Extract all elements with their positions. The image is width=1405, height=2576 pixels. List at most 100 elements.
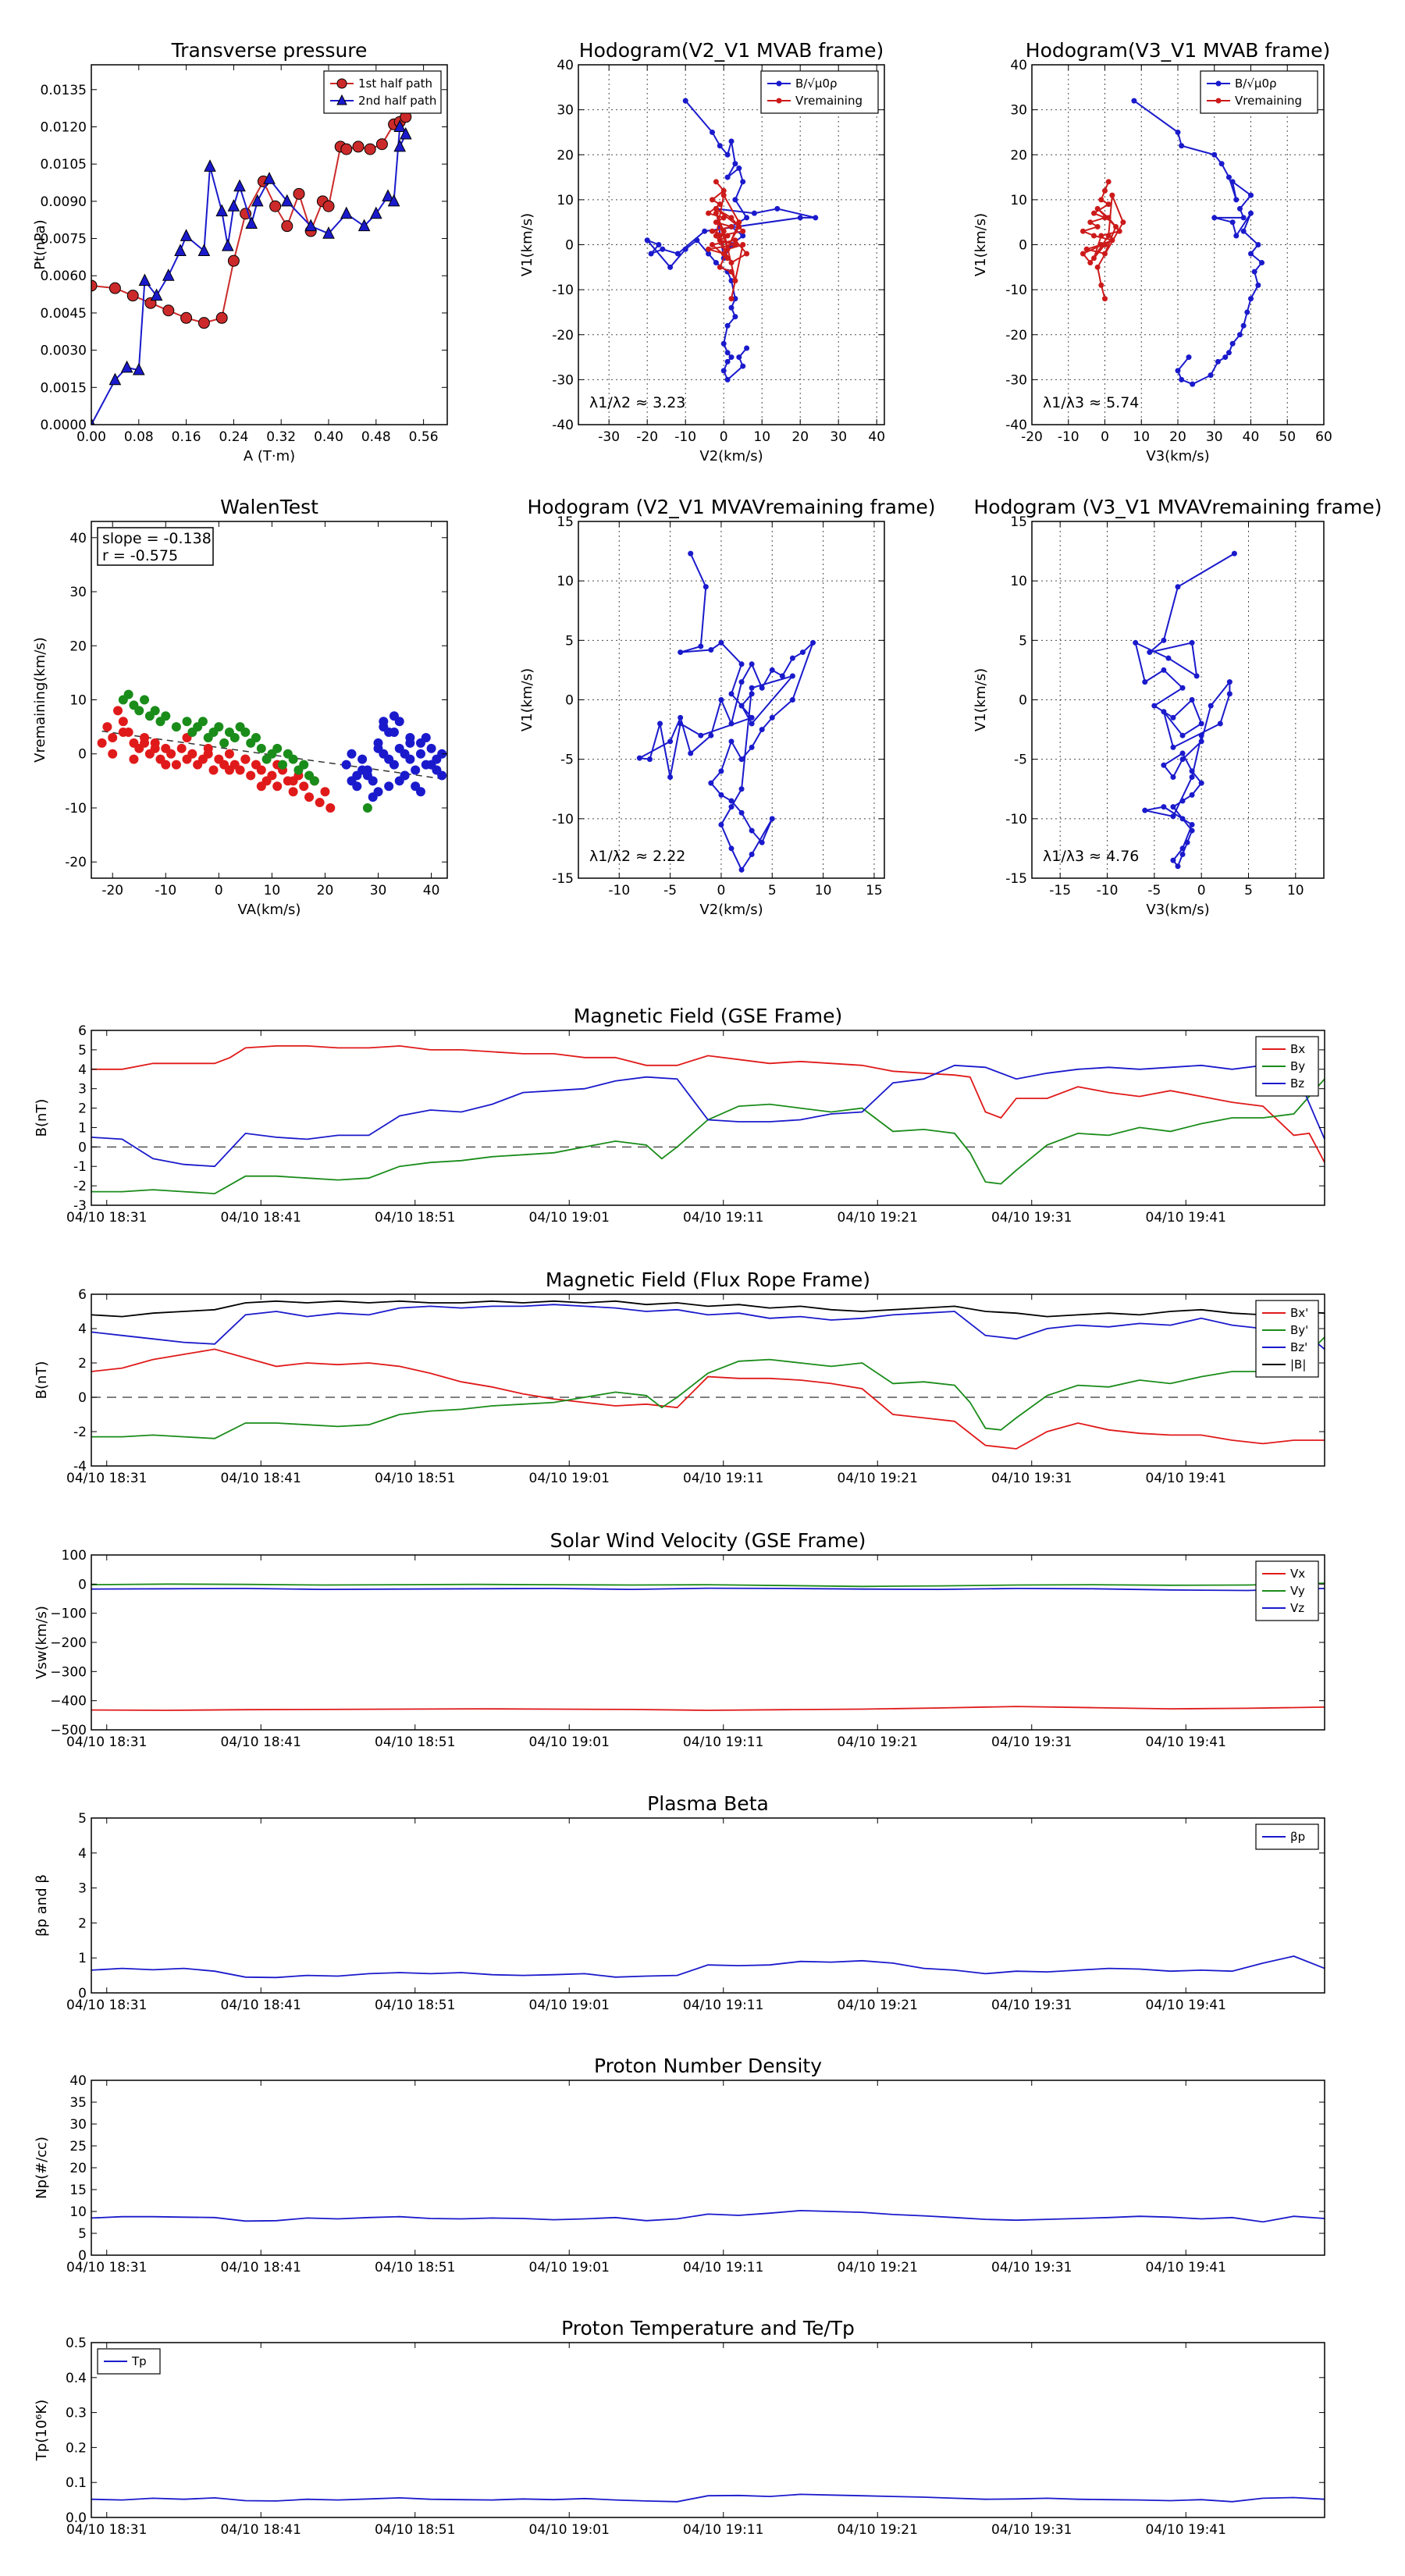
legend-label: 1st half path xyxy=(358,76,432,91)
data-point xyxy=(1211,215,1218,221)
x-tick-label: 40 xyxy=(868,429,885,445)
data-point xyxy=(108,282,121,294)
y-tick-label: 5 xyxy=(1019,633,1027,649)
y-tick-label: 30 xyxy=(69,2117,87,2133)
data-point xyxy=(1087,219,1094,226)
data-point xyxy=(1179,732,1186,738)
data-point xyxy=(728,278,735,284)
data-point xyxy=(1090,210,1097,216)
data-point xyxy=(1105,233,1112,239)
data-point xyxy=(415,787,425,797)
chart-np: 04/10 18:31 04/10 18:41 04/10 18:51 04/10 1… xyxy=(34,2055,1325,2275)
series-line-0 xyxy=(91,2209,1325,2223)
series-group xyxy=(97,689,447,813)
y-tick-label: 0.0030 xyxy=(41,343,87,359)
x-tick-label: 5 xyxy=(1244,883,1253,898)
data-point xyxy=(1189,821,1195,827)
data-point xyxy=(1248,251,1254,257)
legend-marker xyxy=(1215,80,1222,87)
data-point xyxy=(426,743,436,753)
chart-title: Hodogram (V3_V1 MVAVremaining frame) xyxy=(974,496,1382,518)
x-tick-label: 20 xyxy=(317,883,334,898)
chart-vsw: 04/10 18:31 04/10 18:41 04/10 18:51 04/10 1… xyxy=(34,1529,1325,1750)
data-point xyxy=(1170,813,1176,820)
data-point xyxy=(304,219,318,232)
x-tick-label: -20 xyxy=(101,883,123,898)
series-line-0 xyxy=(91,1706,1325,1711)
data-point xyxy=(245,216,258,229)
y-tick-label: 30 xyxy=(1010,103,1027,119)
data-point xyxy=(1233,233,1240,239)
y-tick-label: 5 xyxy=(78,2226,87,2242)
chart-bgse: 04/10 18:31 04/10 18:41 04/10 18:51 04/10 1… xyxy=(34,1005,1325,1226)
data-point xyxy=(728,260,735,266)
data-point xyxy=(1186,354,1192,361)
series-line-0 xyxy=(637,553,814,872)
series-line-0 xyxy=(91,1044,1325,1163)
y-tick-label: 0 xyxy=(565,693,574,709)
data-point xyxy=(646,756,653,763)
x-tick-label: 04/10 19:41 xyxy=(1146,1735,1226,1750)
data-point xyxy=(713,210,719,216)
y-tick-label: 2 xyxy=(78,1916,87,1931)
data-point xyxy=(256,743,266,753)
data-point xyxy=(717,264,723,270)
data-point xyxy=(299,760,309,770)
eigen-ratio-value: 3.23 xyxy=(653,394,685,411)
data-point xyxy=(813,215,819,221)
slope-text: slope = -0.138 xyxy=(102,530,212,547)
data-point xyxy=(272,781,283,792)
eigen-ratio-value: 4.76 xyxy=(1106,848,1139,865)
chart-title: Transverse pressure xyxy=(171,39,368,62)
data-point xyxy=(738,661,745,667)
legend-label: By' xyxy=(1290,1323,1308,1337)
x-tick-label: 10 xyxy=(753,429,770,445)
data-point xyxy=(1090,255,1097,262)
data-point xyxy=(267,770,277,781)
x-tick-label: 04/10 19:21 xyxy=(838,1998,918,2013)
legend-marker xyxy=(776,98,782,104)
data-point xyxy=(1165,655,1172,661)
chart-bfr: 04/10 18:31 04/10 18:41 04/10 18:51 04/10 1… xyxy=(34,1268,1325,1486)
y-tick-label: 6 xyxy=(78,1287,87,1303)
y-tick-label: 10 xyxy=(69,2204,87,2220)
legend-label: Tp xyxy=(131,2354,147,2368)
series-line-0 xyxy=(91,1348,1325,1450)
data-point xyxy=(738,756,745,763)
y-tick-label: 25 xyxy=(69,2139,87,2154)
data-point xyxy=(1215,358,1221,365)
data-point xyxy=(1225,350,1232,356)
data-point xyxy=(1229,340,1236,347)
legend-label: Bx' xyxy=(1290,1306,1308,1320)
y-tick-label: 5 xyxy=(78,1043,87,1059)
data-point xyxy=(728,223,735,229)
y-axis-label: Pt(nPa) xyxy=(32,219,48,269)
series-line-2 xyxy=(91,1587,1325,1592)
data-point xyxy=(1198,780,1204,786)
data-point xyxy=(728,738,735,745)
chart-beta: 04/10 18:31 04/10 18:41 04/10 18:51 04/10 1… xyxy=(34,1792,1325,2013)
y-tick-label: 0 xyxy=(78,1390,87,1406)
data-point xyxy=(736,219,742,226)
data-point xyxy=(1151,703,1158,709)
data-point xyxy=(1189,639,1195,646)
data-point xyxy=(1222,354,1229,361)
data-point xyxy=(738,703,745,709)
series-line-1 xyxy=(91,1336,1325,1439)
x-tick-label: 04/10 18:51 xyxy=(375,1471,455,1486)
y-axis-label: Tp(10⁶K) xyxy=(34,2400,50,2461)
x-tick-label: 30 xyxy=(370,883,387,898)
series-group xyxy=(91,2493,1325,2503)
data-point xyxy=(1189,774,1195,781)
data-point xyxy=(1189,827,1195,834)
x-tick-label: 5 xyxy=(768,883,777,898)
y-tick-label: 30 xyxy=(557,103,574,119)
data-point xyxy=(1083,246,1090,252)
series-line-0 xyxy=(91,2493,1325,2503)
data-point xyxy=(382,189,394,202)
data-point xyxy=(667,264,674,270)
y-tick-label: 20 xyxy=(557,148,574,163)
chart-title: Magnetic Field (Flux Rope Frame) xyxy=(546,1268,870,1291)
x-tick-label: 60 xyxy=(1315,429,1332,445)
